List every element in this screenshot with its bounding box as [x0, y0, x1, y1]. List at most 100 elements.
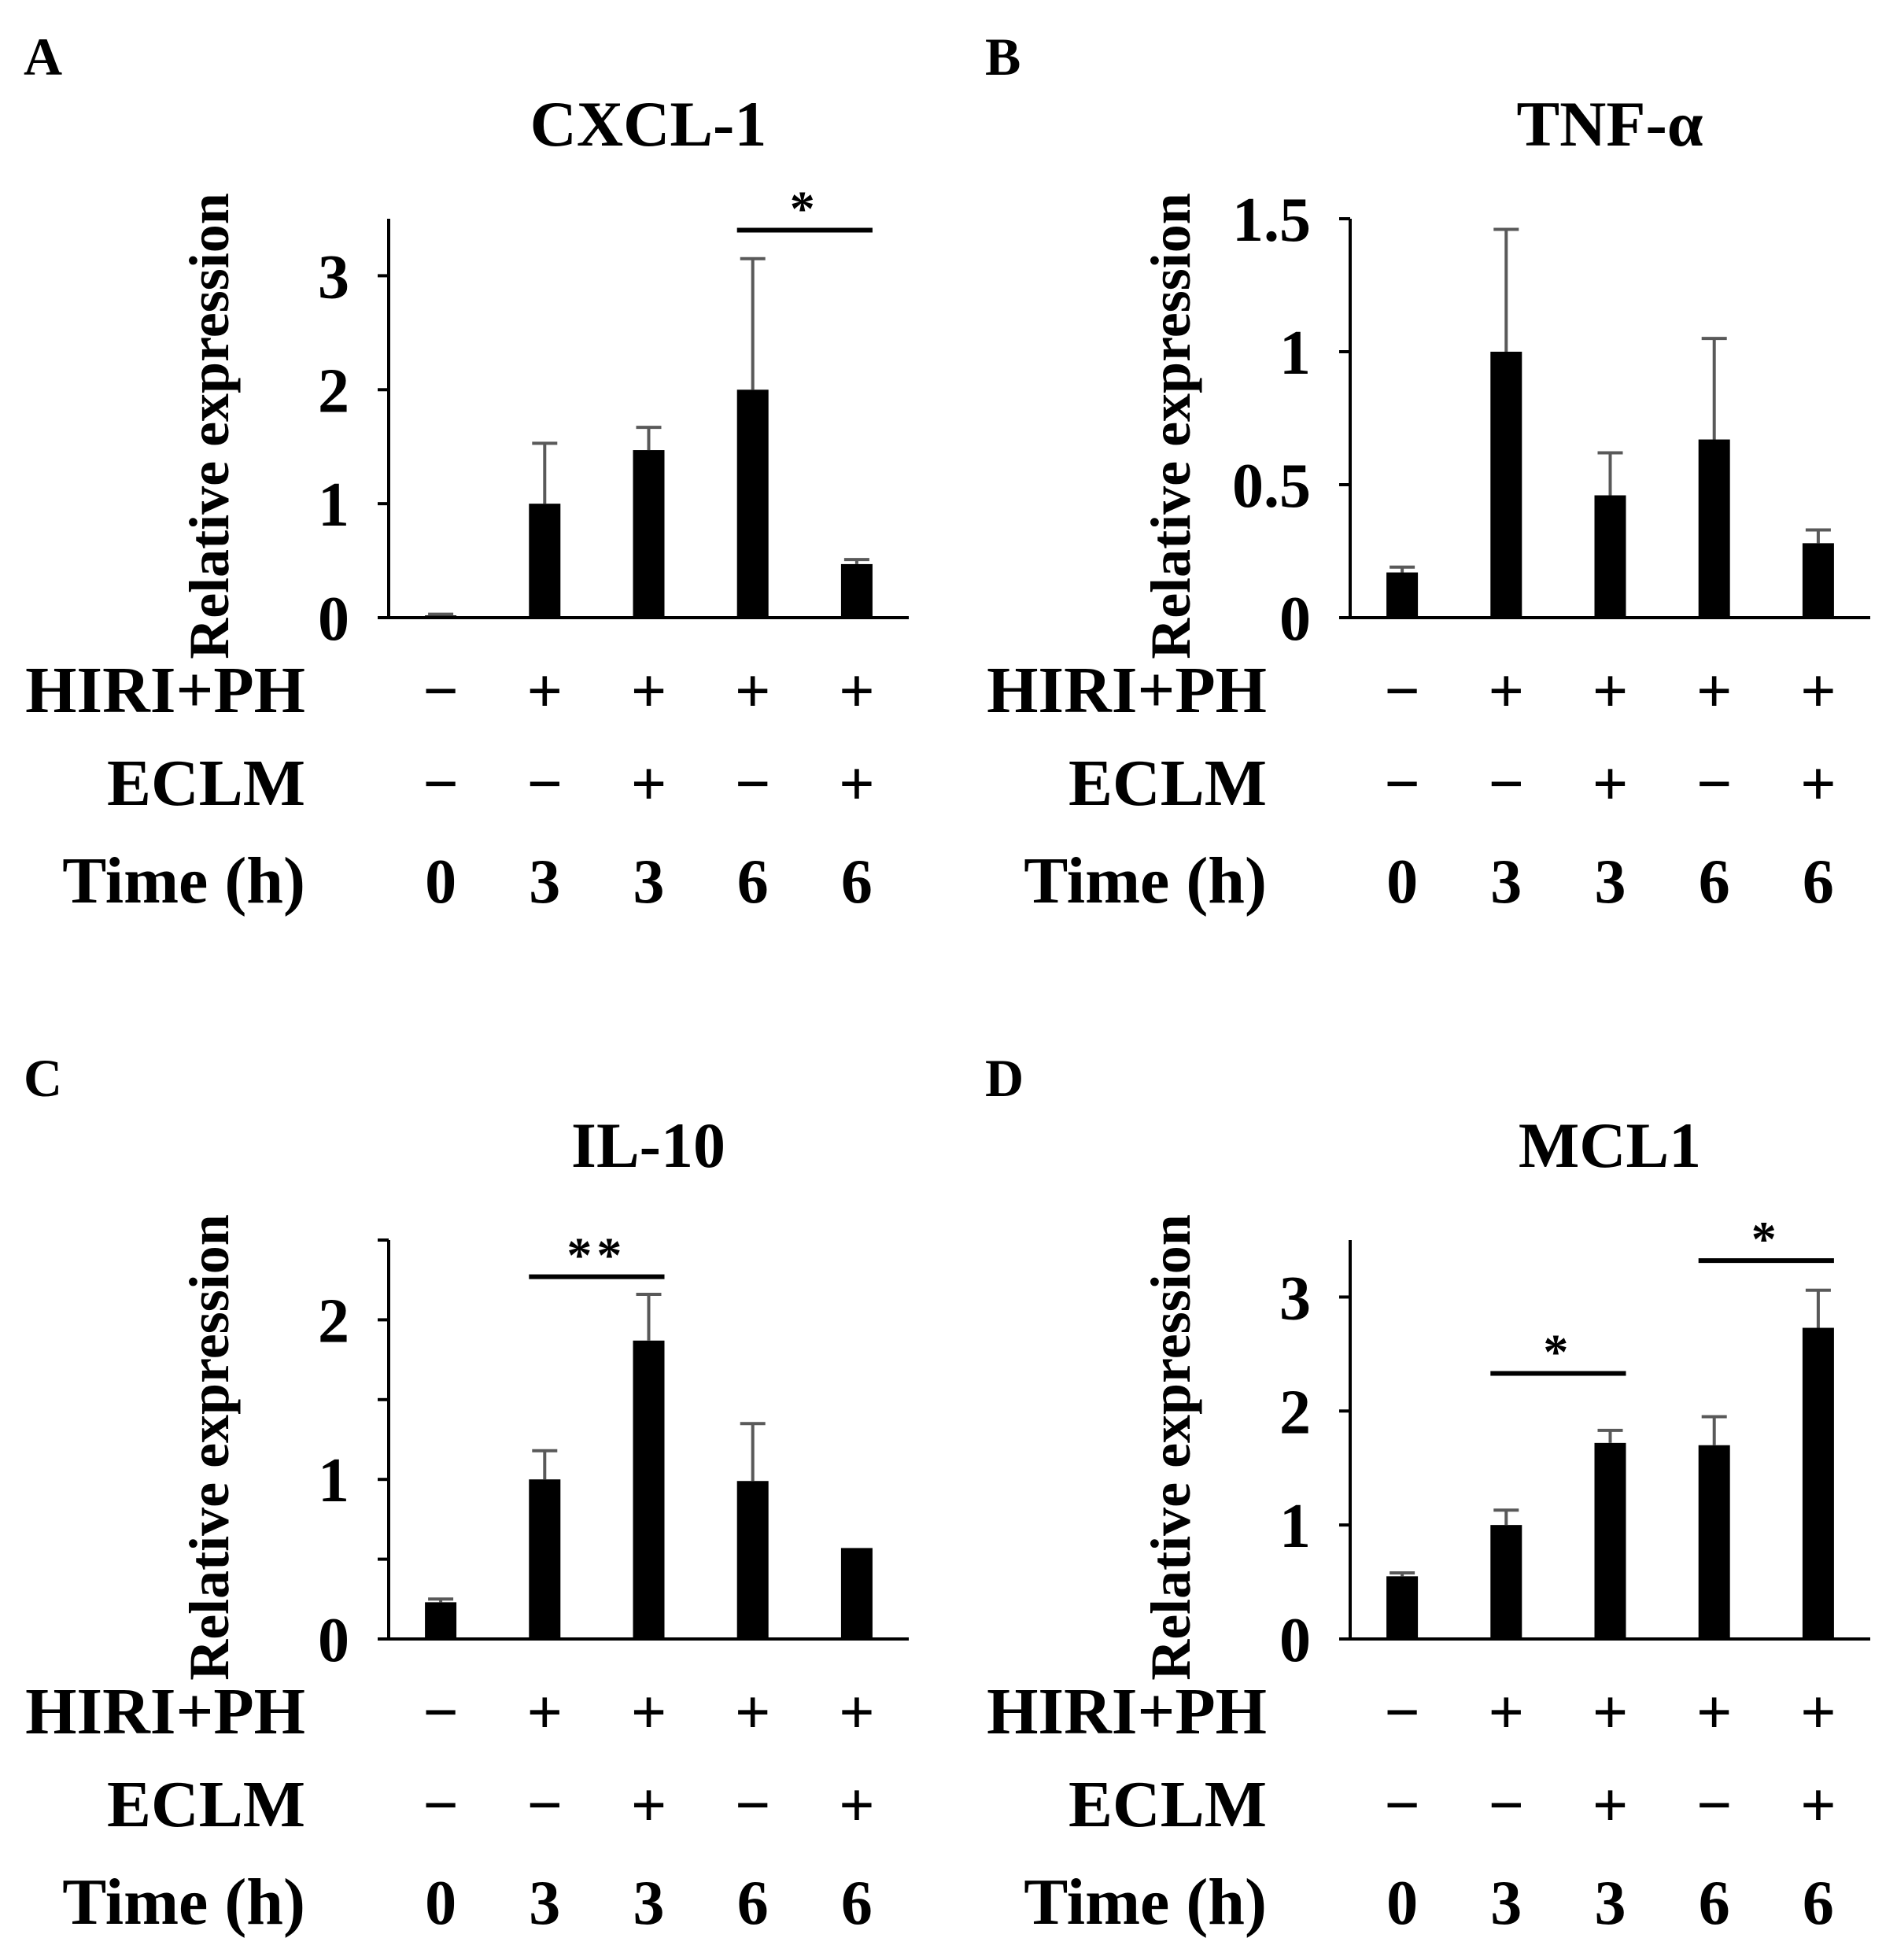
hiri-ph-value-3: +	[1593, 1678, 1629, 1748]
eclm-value-1: −	[1384, 1771, 1420, 1840]
bar	[840, 1548, 873, 1639]
hiri-ph-value-5: +	[839, 1678, 875, 1748]
hiri-ph-value-2: +	[1489, 657, 1525, 726]
y-tick-label: 1.5	[1232, 186, 1311, 255]
bar	[1386, 1576, 1419, 1639]
hiri-ph-row-label: HIRI+PH	[987, 1675, 1267, 1748]
time-row-label: Time (h)	[62, 844, 305, 917]
eclm-row-label: ECLM	[107, 747, 305, 820]
hiri-ph-value-2: +	[527, 657, 563, 726]
chart-title: MCL1	[1519, 1109, 1701, 1181]
chart-title: IL-10	[571, 1109, 725, 1181]
eclm-value-4: −	[1696, 750, 1733, 819]
y-tick-label: 0.5	[1232, 452, 1311, 521]
hiri-ph-row-label: HIRI+PH	[25, 1675, 305, 1748]
bar	[1490, 352, 1522, 618]
hiri-ph-value-1: −	[1384, 657, 1420, 726]
time-value-2: 3	[529, 847, 560, 917]
panel-letter: A	[24, 27, 62, 87]
eclm-value-3: +	[631, 750, 667, 819]
hiri-ph-value-1: −	[1384, 1678, 1420, 1748]
bar	[736, 1481, 769, 1639]
panel-letter: D	[985, 1048, 1024, 1108]
eclm-value-2: −	[527, 1771, 563, 1840]
hiri-ph-value-3: +	[1593, 657, 1629, 726]
eclm-row-label: ECLM	[1068, 747, 1267, 820]
time-value-1: 0	[425, 1869, 456, 1938]
eclm-value-2: −	[527, 750, 563, 819]
y-tick-label: 3	[1279, 1264, 1311, 1333]
time-value-3: 3	[633, 1869, 665, 1938]
time-value-3: 3	[1595, 847, 1626, 917]
eclm-value-4: −	[735, 750, 771, 819]
y-tick-label: 0	[318, 1606, 349, 1675]
y-tick-label: 2	[1279, 1378, 1311, 1447]
chart-title: CXCL-1	[530, 88, 767, 160]
bar	[633, 1340, 665, 1639]
bar	[840, 563, 873, 618]
time-value-3: 3	[1595, 1869, 1626, 1938]
eclm-value-1: −	[423, 1771, 459, 1840]
hiri-ph-row-label: HIRI+PH	[25, 654, 305, 727]
eclm-value-3: +	[1593, 750, 1629, 819]
hiri-ph-value-1: −	[423, 1678, 459, 1748]
bar	[1698, 439, 1730, 618]
hiri-ph-value-4: +	[735, 657, 771, 726]
y-axis-label: Relative expression	[178, 193, 241, 659]
y-tick-label: 1	[318, 1446, 349, 1515]
time-value-4: 6	[737, 847, 769, 917]
eclm-value-4: −	[1696, 1771, 1733, 1840]
hiri-ph-value-4: +	[735, 1678, 771, 1748]
eclm-row-label: ECLM	[107, 1768, 305, 1841]
hiri-ph-value-5: +	[839, 657, 875, 726]
eclm-value-3: +	[631, 1771, 667, 1840]
eclm-value-2: −	[1489, 1771, 1525, 1840]
time-value-4: 6	[1699, 847, 1730, 917]
hiri-ph-value-3: +	[631, 657, 667, 726]
significance-marker: *	[790, 180, 820, 236]
hiri-ph-value-2: +	[1489, 1678, 1525, 1748]
time-row-label: Time (h)	[1024, 844, 1267, 917]
bar	[529, 1479, 561, 1639]
y-tick-label: 2	[318, 1286, 349, 1356]
significance-marker: **	[567, 1227, 626, 1283]
eclm-value-1: −	[1384, 750, 1420, 819]
time-value-5: 6	[1803, 847, 1834, 917]
bar	[633, 450, 665, 618]
eclm-value-5: +	[839, 1771, 875, 1840]
y-axis-label: Relative expression	[1139, 193, 1202, 659]
bar	[1386, 572, 1419, 618]
bar	[1490, 1525, 1522, 1639]
bar	[425, 1602, 457, 1639]
eclm-row-label: ECLM	[1068, 1768, 1267, 1841]
time-value-2: 3	[529, 1869, 560, 1938]
bar	[1802, 1327, 1834, 1639]
eclm-value-4: −	[735, 1771, 771, 1840]
time-value-2: 3	[1490, 1869, 1522, 1938]
bar	[425, 615, 457, 618]
hiri-ph-value-3: +	[631, 1678, 667, 1748]
y-tick-label: 3	[318, 242, 349, 312]
time-row-label: Time (h)	[62, 1866, 305, 1939]
panel-letter: C	[24, 1048, 62, 1108]
time-value-5: 6	[841, 847, 873, 917]
eclm-value-5: +	[1800, 1771, 1836, 1840]
time-value-1: 0	[1386, 1869, 1418, 1938]
y-axis-label: Relative expression	[1139, 1214, 1202, 1681]
eclm-value-3: +	[1593, 1771, 1629, 1840]
time-value-4: 6	[1699, 1869, 1730, 1938]
time-value-1: 0	[425, 847, 456, 917]
hiri-ph-value-2: +	[527, 1678, 563, 1748]
time-value-3: 3	[633, 847, 665, 917]
y-axis-label: Relative expression	[178, 1214, 241, 1681]
hiri-ph-value-4: +	[1696, 657, 1733, 726]
time-row-label: Time (h)	[1024, 1866, 1267, 1939]
eclm-value-5: +	[839, 750, 875, 819]
y-tick-label: 1	[318, 471, 349, 540]
bar	[1594, 1442, 1626, 1639]
significance-marker: *	[1543, 1323, 1573, 1379]
